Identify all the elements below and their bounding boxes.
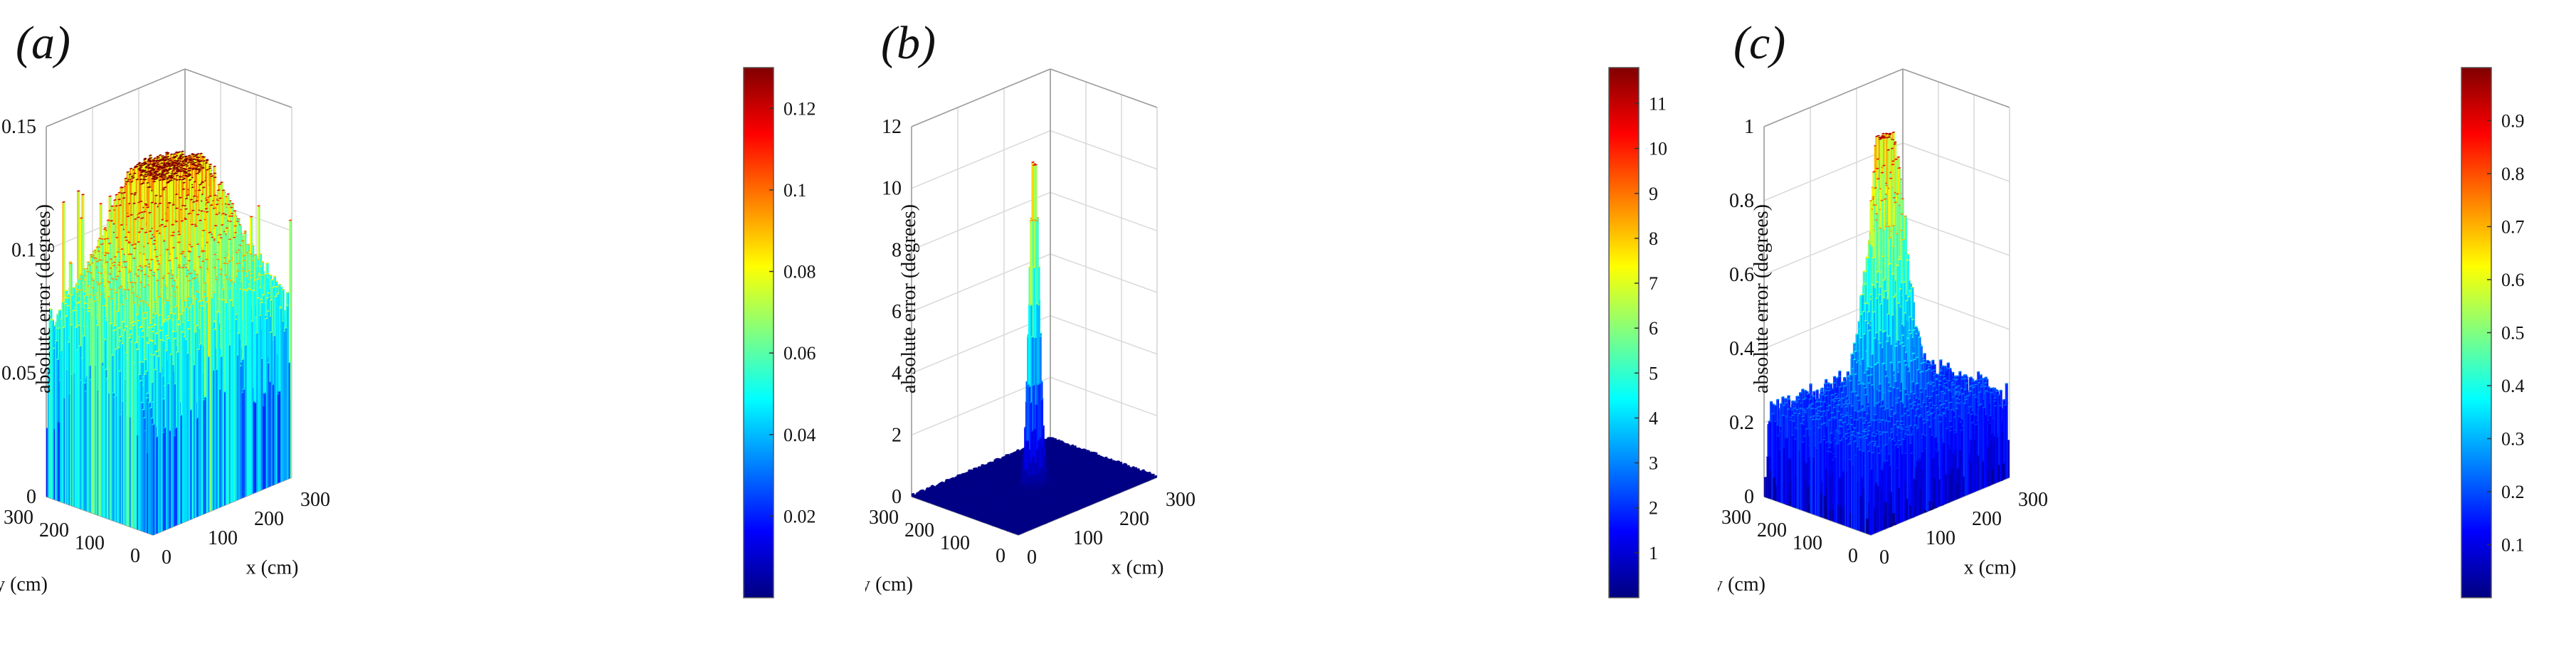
chart-panel-a: 0 0.05 0.1 0.15 0 100 200 300 0 100 200 300 absolute…	[0, 0, 858, 656]
surface-chart-a: 00.050.10.1501002003000100200300absolute…	[0, 0, 858, 656]
